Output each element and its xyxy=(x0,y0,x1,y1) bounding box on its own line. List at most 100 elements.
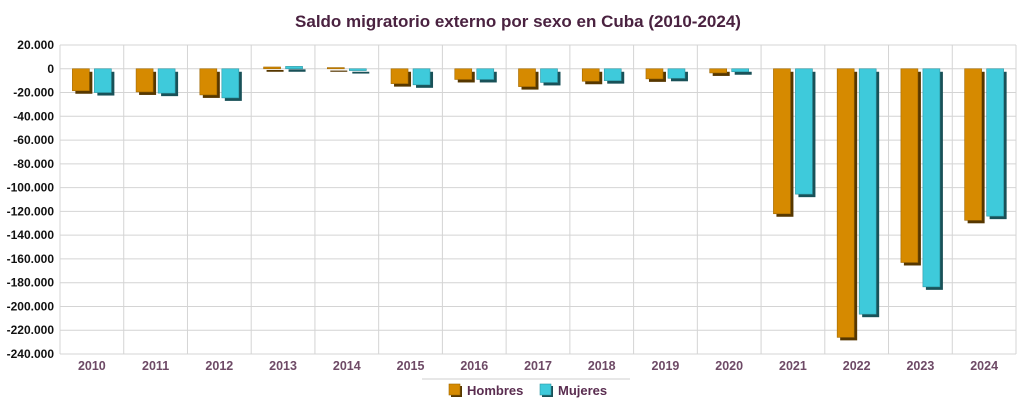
bar-mujeres-2015[interactable] xyxy=(412,68,434,88)
bar-hombres-2022[interactable] xyxy=(836,68,858,341)
bar-hombres-2011[interactable] xyxy=(135,68,157,95)
bar-mujeres-2014[interactable] xyxy=(348,68,370,74)
y-tick-label: 20.000 xyxy=(17,38,54,52)
legend-item-hombres[interactable]: Hombres xyxy=(448,383,523,398)
bar-face xyxy=(157,68,176,94)
y-tick-label: -140.000 xyxy=(7,228,55,242)
bar-hombres-2023[interactable] xyxy=(900,68,921,266)
bar-mujeres-2019[interactable] xyxy=(667,68,688,82)
bar-hombres-2018[interactable] xyxy=(581,68,603,85)
bar-shadow xyxy=(352,71,370,74)
legend-item-mujeres[interactable]: Mujeres xyxy=(539,383,607,398)
bar-face xyxy=(964,68,982,221)
bars xyxy=(72,66,1007,341)
bar-mujeres-2018[interactable] xyxy=(603,68,625,84)
bar-hombres-2021[interactable] xyxy=(773,68,794,217)
bar-hombres-2010[interactable] xyxy=(72,68,93,94)
y-tick-label: 0 xyxy=(47,62,54,76)
bar-face xyxy=(986,68,1004,217)
y-tick-label: -160.000 xyxy=(7,252,55,266)
x-tick-label-2023: 2023 xyxy=(906,359,934,373)
bar-hombres-2014[interactable] xyxy=(326,67,348,72)
y-tick-label: -40.000 xyxy=(13,109,54,123)
bar-mujeres-2020[interactable] xyxy=(731,68,752,75)
x-tick-label-2024: 2024 xyxy=(970,359,998,373)
bar-shadow xyxy=(734,71,752,75)
bar-face xyxy=(518,68,536,87)
bar-mujeres-2024[interactable] xyxy=(986,68,1007,220)
x-tick-label-2010: 2010 xyxy=(78,359,106,373)
bar-face xyxy=(581,68,600,82)
bar-face xyxy=(476,68,495,80)
bar-face xyxy=(900,68,919,263)
legend-label-hombres: Hombres xyxy=(467,383,523,398)
legend-swatch-mujeres xyxy=(539,383,552,396)
y-tick-label: -200.000 xyxy=(7,299,55,313)
bar-hombres-2013[interactable] xyxy=(263,66,284,72)
bar-mujeres-2012[interactable] xyxy=(221,68,242,101)
bar-hombres-2016[interactable] xyxy=(454,68,475,83)
bar-mujeres-2021[interactable] xyxy=(795,68,816,198)
bar-shadow xyxy=(712,71,730,76)
bar-shadow xyxy=(288,69,306,72)
bar-face xyxy=(285,66,303,70)
bar-face xyxy=(645,68,664,80)
bar-face xyxy=(94,68,112,93)
bar-face xyxy=(326,67,345,70)
chart-title: Saldo migratorio externo por sexo en Cub… xyxy=(295,12,741,31)
bar-face xyxy=(773,68,791,215)
x-tick-label-2019: 2019 xyxy=(652,359,680,373)
bar-mujeres-2010[interactable] xyxy=(94,68,115,96)
y-tick-label: -180.000 xyxy=(7,276,55,290)
bar-face xyxy=(603,68,622,81)
bar-face xyxy=(390,68,409,84)
bar-face xyxy=(454,68,473,80)
bar-mujeres-2023[interactable] xyxy=(922,68,943,290)
bar-face xyxy=(709,68,728,74)
bar-hombres-2017[interactable] xyxy=(518,68,539,90)
bar-face xyxy=(667,68,686,79)
bar-face xyxy=(731,68,750,73)
bar-mujeres-2016[interactable] xyxy=(476,68,497,83)
x-tick-label-2022: 2022 xyxy=(843,359,871,373)
x-tick-label-2017: 2017 xyxy=(524,359,552,373)
bar-face xyxy=(72,68,90,92)
bar-shadow xyxy=(266,69,284,72)
x-tick-label-2013: 2013 xyxy=(269,359,297,373)
bar-hombres-2015[interactable] xyxy=(390,68,412,87)
y-tick-label: -80.000 xyxy=(13,157,54,171)
x-tick-label-2018: 2018 xyxy=(588,359,616,373)
bar-face xyxy=(836,68,855,338)
bar-hombres-2024[interactable] xyxy=(964,68,985,224)
legend-label-mujeres: Mujeres xyxy=(558,383,607,398)
bar-shadow xyxy=(330,70,348,72)
y-tick-label: -100.000 xyxy=(7,181,55,195)
bar-hombres-2019[interactable] xyxy=(645,68,666,82)
x-tick-label-2014: 2014 xyxy=(333,359,361,373)
x-tick-label-2015: 2015 xyxy=(397,359,425,373)
bar-mujeres-2013[interactable] xyxy=(285,66,306,72)
bar-face xyxy=(922,68,941,288)
bar-face xyxy=(263,66,281,70)
bar-mujeres-2017[interactable] xyxy=(540,68,561,86)
bar-mujeres-2011[interactable] xyxy=(157,68,179,97)
y-tick-label: -120.000 xyxy=(7,204,55,218)
bar-face xyxy=(858,68,877,315)
y-axis-ticks: 20.000 0 -20.000 -40.000 -60.000 -80.000 -100.… xyxy=(7,38,55,361)
bar-hombres-2020[interactable] xyxy=(709,68,730,76)
bar-face xyxy=(199,68,218,96)
y-tick-label: -220.000 xyxy=(7,323,55,337)
bar-hombres-2012[interactable] xyxy=(199,68,220,98)
x-tick-label-2012: 2012 xyxy=(205,359,233,373)
x-tick-label-2011: 2011 xyxy=(142,359,169,373)
bar-face xyxy=(795,68,813,195)
x-tick-label-2021: 2021 xyxy=(779,359,807,373)
bar-face xyxy=(348,68,367,71)
legend-swatch-hombres xyxy=(448,383,461,396)
legend[interactable]: Hombres Mujeres xyxy=(422,378,630,398)
bar-face xyxy=(412,68,431,86)
x-tick-label-2020: 2020 xyxy=(715,359,743,373)
bar-mujeres-2022[interactable] xyxy=(858,68,880,318)
